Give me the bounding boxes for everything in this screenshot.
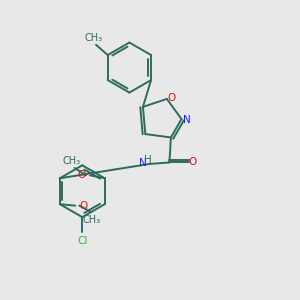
Text: O: O xyxy=(188,158,196,167)
Text: methoxy: methoxy xyxy=(76,175,82,176)
Text: Cl: Cl xyxy=(77,236,88,246)
Text: CH₃: CH₃ xyxy=(63,156,81,166)
Text: N: N xyxy=(139,158,147,168)
Text: O: O xyxy=(79,201,88,211)
Text: O: O xyxy=(167,93,176,103)
Text: O: O xyxy=(78,170,86,180)
Text: CH₃: CH₃ xyxy=(85,33,103,43)
Text: N: N xyxy=(183,115,190,125)
Text: H: H xyxy=(144,155,152,165)
Text: CH₃: CH₃ xyxy=(83,215,101,225)
